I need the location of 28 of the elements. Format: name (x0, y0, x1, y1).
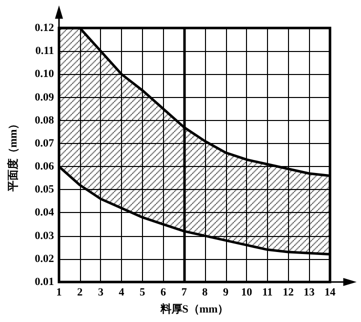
x-tick-label: 6 (160, 286, 166, 298)
y-tick-label: 0.05 (34, 184, 54, 196)
x-tick-label: 1 (56, 286, 62, 298)
x-tick-label: 12 (282, 286, 294, 298)
x-tick-label: 13 (304, 286, 316, 298)
y-tick-label: 0.04 (34, 206, 54, 219)
y-tick-label: 0.02 (34, 252, 54, 265)
y-tick-label: 0.12 (34, 22, 54, 34)
x-tick-label: 11 (262, 286, 273, 298)
x-tick-label: 4 (118, 286, 125, 298)
y-tick-label: 0.09 (34, 91, 54, 104)
y-axis-title: 平面度（mm） (6, 118, 20, 193)
x-tick-label: 8 (202, 286, 208, 298)
x-tick-label: 3 (98, 286, 104, 298)
x-tick-label: 9 (223, 286, 230, 298)
y-tick-label: 0.06 (34, 160, 54, 173)
x-tick-label: 10 (241, 286, 253, 298)
y-tick-label: 0.07 (34, 137, 54, 150)
y-tick-label: 0.01 (34, 276, 54, 288)
x-tick-label: 5 (140, 286, 146, 298)
y-tick-label: 0.08 (34, 114, 54, 126)
y-tick-label: 0.03 (34, 230, 54, 242)
y-tick-label: 0.11 (35, 45, 54, 58)
y-tick-label: 0.10 (34, 68, 54, 80)
x-tick-label: 7 (181, 286, 188, 298)
x-axis-title: 料厚S（mm） (159, 302, 229, 316)
x-tick-label: 14 (324, 286, 336, 298)
x-tick-label: 2 (77, 286, 84, 298)
